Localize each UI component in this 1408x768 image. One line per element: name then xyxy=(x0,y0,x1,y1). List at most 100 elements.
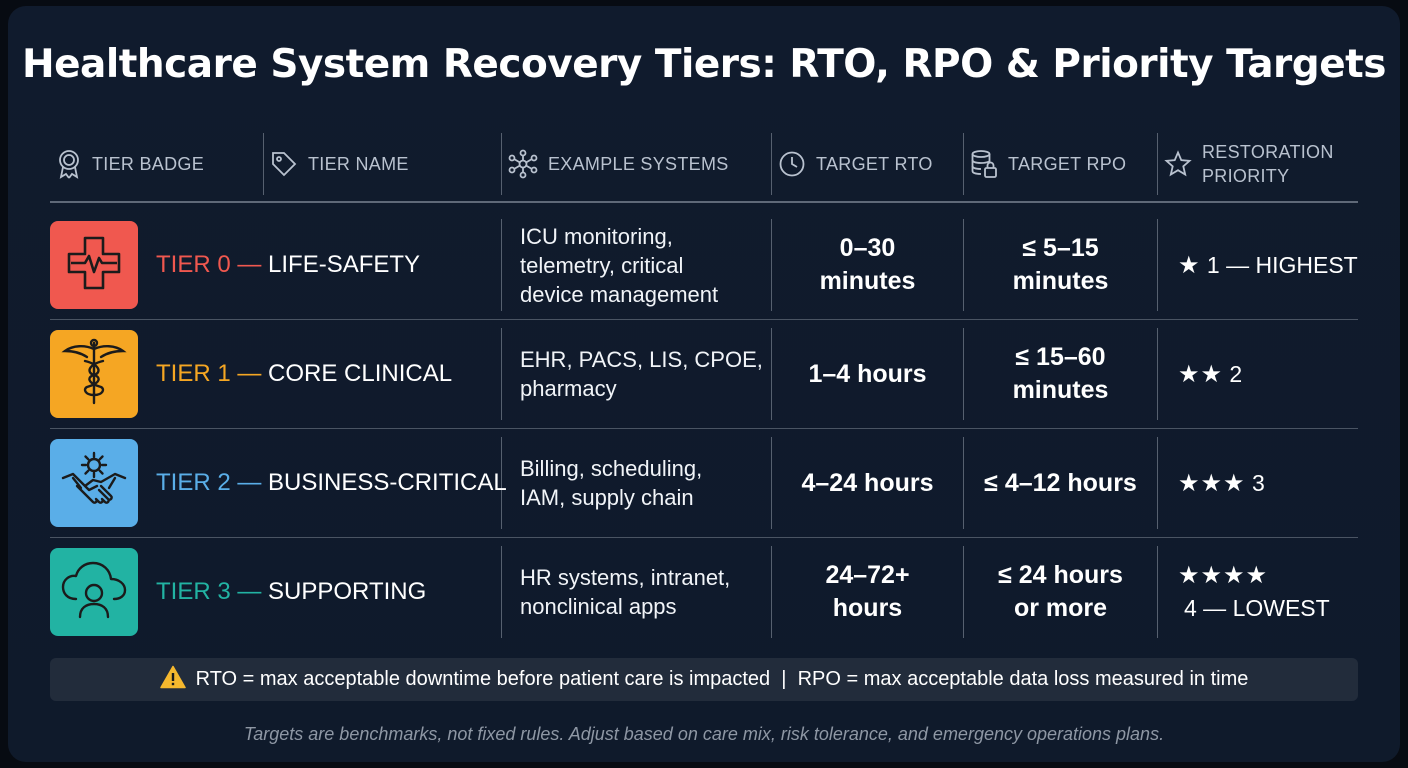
system-line: telemetry, critical xyxy=(520,252,684,278)
star-outline-icon xyxy=(1164,150,1192,178)
rpo-line: ≤ 24 hours xyxy=(998,561,1123,589)
award-ribbon-icon xyxy=(56,149,82,179)
rto-line: 4–24 hours xyxy=(801,468,934,497)
page-title: Healthcare System Recovery Tiers: RTO, R… xyxy=(21,42,1387,87)
example-systems-cell: Billing, scheduling, IAM, supply chain xyxy=(502,437,772,529)
tier-row: TIER 0 — LIFE-SAFETY ICU monitoring, telem… xyxy=(50,211,1358,319)
tier-badge xyxy=(50,548,138,636)
tier-title: LIFE-SAFETY xyxy=(268,251,421,278)
header-label-line: PRIORITY xyxy=(1202,166,1290,186)
priority-cell: ★★★★ 4 — LOWEST xyxy=(1158,546,1358,638)
tier-badge xyxy=(50,221,138,309)
header-example-systems: EXAMPLE SYSTEMS xyxy=(502,133,772,195)
tier-cell: TIER 1 — CORE CLINICAL xyxy=(50,328,502,420)
header-label-line: RESTORATION xyxy=(1202,142,1334,162)
priority-label: 3 xyxy=(1251,469,1265,496)
database-lock-icon xyxy=(970,149,998,179)
rpo-line: ≤ 4–12 hours xyxy=(984,468,1137,497)
system-line: HR systems, intranet, xyxy=(520,565,731,590)
tier-name: TIER 1 — CORE CLINICAL xyxy=(156,360,452,388)
rpo-cell: ≤ 5–15 minutes xyxy=(964,219,1158,311)
rto-line: 0–30 xyxy=(839,234,896,262)
rto-line: 1–4 hours xyxy=(808,359,927,388)
rpo-cell: ≤ 15–60 minutes xyxy=(964,328,1158,420)
header-tier-badge: TIER BADGE xyxy=(50,133,264,195)
network-nodes-icon xyxy=(508,149,538,179)
tier-table: TIER BADGE TIER NAME EXAMPLE SYSTEMS xyxy=(50,133,1358,646)
header-label: RESTORATION PRIORITY xyxy=(1202,140,1334,188)
tier-name: TIER 3 — SUPPORTING xyxy=(156,578,426,606)
example-systems-cell: EHR, PACS, LIS, CPOE, pharmacy xyxy=(502,328,772,420)
header-target-rpo: TARGET RPO xyxy=(964,133,1158,195)
system-line: IAM, supply chain xyxy=(520,485,694,510)
rto-cell: 1–4 hours xyxy=(772,328,964,420)
note-text: RTO = max acceptable downtime before pat… xyxy=(195,668,1249,690)
rpo-line: minutes xyxy=(1012,267,1109,295)
priority-stars: ★ xyxy=(1178,251,1201,279)
rto-cell: 24–72+ hours xyxy=(772,546,964,638)
rpo-line: ≤ 5–15 xyxy=(1022,234,1099,262)
priority-label: 2 xyxy=(1229,360,1243,387)
tier-badge xyxy=(50,330,138,418)
priority-stars: ★★★★ xyxy=(1178,562,1269,589)
priority-cell: ★★ 2 xyxy=(1158,328,1358,420)
header-target-rto: TARGET RTO xyxy=(772,133,964,195)
priority-stars: ★★★ xyxy=(1178,469,1246,497)
rto-line: 24–72+ xyxy=(825,561,910,589)
heart-pulse-cross-icon xyxy=(63,232,125,299)
system-line: Billing, scheduling, xyxy=(520,456,703,481)
rpo-line: minutes xyxy=(1012,376,1109,404)
tier-row: TIER 1 — CORE CLINICAL EHR, PACS, LIS, CP… xyxy=(50,319,1358,428)
definition-note: RTO = max acceptable downtime before pat… xyxy=(50,658,1358,701)
tier-badge xyxy=(50,439,138,527)
header-label: TARGET RTO xyxy=(816,153,933,174)
cloud-user-icon xyxy=(60,559,128,626)
system-line: device management xyxy=(520,281,719,307)
header-tier-name: TIER NAME xyxy=(264,133,502,195)
header-label: TIER NAME xyxy=(308,153,409,174)
tier-dash: — xyxy=(230,578,269,605)
tier-number: TIER 2 xyxy=(156,469,231,496)
tier-title: BUSINESS-CRITICAL xyxy=(268,469,507,496)
infographic-panel xyxy=(8,6,1400,762)
handshake-gear-icon xyxy=(59,448,129,519)
rto-line: hours xyxy=(832,594,903,622)
tier-cell: TIER 3 — SUPPORTING xyxy=(50,546,502,638)
rto-cell: 4–24 hours xyxy=(772,437,964,529)
priority-cell: ★ 1 — HIGHEST xyxy=(1158,219,1358,311)
tag-icon xyxy=(270,150,298,178)
tier-title: CORE CLINICAL xyxy=(268,360,453,387)
tier-number: TIER 1 xyxy=(156,360,231,387)
system-line: nonclinical apps xyxy=(520,594,677,619)
rpo-cell: ≤ 24 hours or more xyxy=(964,546,1158,638)
tier-cell: TIER 0 — LIFE-SAFETY xyxy=(50,219,502,311)
tier-name: TIER 2 — BUSINESS-CRITICAL xyxy=(156,469,507,497)
table-header-row: TIER BADGE TIER NAME EXAMPLE SYSTEMS xyxy=(50,133,1358,195)
clock-icon xyxy=(778,150,806,178)
rpo-line: ≤ 15–60 xyxy=(1015,343,1106,371)
footer-disclaimer: Targets are benchmarks, not fixed rules.… xyxy=(243,724,1165,744)
tier-row: TIER 3 — SUPPORTING HR systems, intranet,… xyxy=(50,537,1358,646)
system-line: pharmacy xyxy=(520,376,617,401)
rto-line: minutes xyxy=(819,267,916,295)
header-label: EXAMPLE SYSTEMS xyxy=(548,153,729,174)
header-label: TIER BADGE xyxy=(92,153,205,174)
priority-label: 4 — LOWEST xyxy=(1184,595,1330,621)
caduceus-icon xyxy=(61,337,127,412)
warning-icon xyxy=(159,665,186,695)
priority-label: 1 — HIGHEST xyxy=(1206,251,1358,278)
rpo-cell: ≤ 4–12 hours xyxy=(964,437,1158,529)
system-line: ICU monitoring, xyxy=(520,223,673,249)
tier-title: SUPPORTING xyxy=(268,578,427,605)
tier-cell: TIER 2 — BUSINESS-CRITICAL xyxy=(50,437,507,529)
tier-rows: TIER 0 — LIFE-SAFETY ICU monitoring, telem… xyxy=(50,211,1358,646)
tier-number: TIER 0 xyxy=(156,251,231,278)
priority-stars: ★★ xyxy=(1178,360,1224,388)
tier-dash: — xyxy=(230,469,269,496)
tier-dash: — xyxy=(230,251,269,278)
rpo-line: or more xyxy=(1013,594,1108,622)
header-restoration-priority: RESTORATION PRIORITY xyxy=(1158,133,1358,195)
example-systems-cell: HR systems, intranet, nonclinical apps xyxy=(502,546,772,638)
tier-dash: — xyxy=(230,360,269,387)
tier-row: TIER 2 — BUSINESS-CRITICAL Billing, sched… xyxy=(50,428,1358,537)
